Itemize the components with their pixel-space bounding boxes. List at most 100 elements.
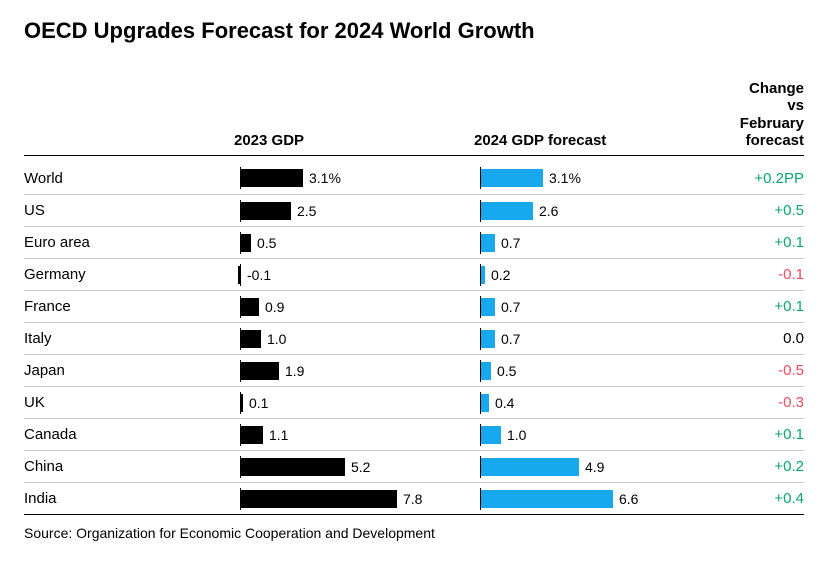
table-row: World 3.1% 3.1% +0.2PP <box>24 162 804 194</box>
bar <box>481 362 491 380</box>
bar <box>241 298 259 316</box>
bar <box>241 426 263 444</box>
header-gdp-2024: 2024 GDP forecast <box>474 132 714 149</box>
bar-value-label: -0.1 <box>247 267 271 283</box>
change-value: +0.1 <box>714 234 804 251</box>
table-row: US2.5 2.6 +0.5 <box>24 194 804 226</box>
bar-cell: 2.6 <box>474 195 714 226</box>
bar-wrap: 0.7 <box>474 298 520 316</box>
bar-value-label: 2.6 <box>539 203 558 219</box>
bar-cell: 0.7 <box>474 227 714 258</box>
change-value: +0.2PP <box>714 170 804 187</box>
chart-source: Source: Organization for Economic Cooper… <box>24 525 804 541</box>
bar-cell: 0.5 <box>474 355 714 386</box>
change-value: +0.5 <box>714 202 804 219</box>
bar-value-label: 6.6 <box>619 491 638 507</box>
bar-wrap: 2.6 <box>474 202 558 220</box>
bar-value-label: 0.7 <box>501 299 520 315</box>
bar-wrap: 3.1% <box>474 169 581 187</box>
bar-wrap: 0.7 <box>474 330 520 348</box>
header-change: Change vs February forecast <box>714 80 804 149</box>
bar <box>241 234 251 252</box>
bar-wrap: 1.9 <box>234 362 304 380</box>
bar <box>481 202 533 220</box>
chart-container: OECD Upgrades Forecast for 2024 World Gr… <box>0 0 828 574</box>
bar-wrap: 3.1% <box>234 169 341 187</box>
bar-cell: -0.1 <box>234 259 474 290</box>
table-row: India7.86.6+0.4 <box>24 482 804 514</box>
bar <box>481 458 579 476</box>
bar-value-label: 1.0 <box>507 427 526 443</box>
change-value: +0.1 <box>714 426 804 443</box>
bar <box>481 169 543 187</box>
bar-cell: 0.9 <box>234 291 474 322</box>
bar-value-label: 0.2 <box>491 267 510 283</box>
country-label: World <box>24 170 234 187</box>
bar-cell: 1.1 <box>234 419 474 450</box>
bar <box>481 234 495 252</box>
bar-cell: 1.0 <box>234 323 474 354</box>
bar-value-label: 1.1 <box>269 427 288 443</box>
bar-cell: 4.9 <box>474 451 714 482</box>
bar-cell: 0.7 <box>474 291 714 322</box>
bar-value-label: 5.2 <box>351 459 370 475</box>
change-value: +0.4 <box>714 490 804 507</box>
table-row: Italy1.0 0.7 0.0 <box>24 322 804 354</box>
table-row: Germany-0.10.2-0.1 <box>24 258 804 290</box>
bar-cell: 0.1 <box>234 387 474 418</box>
bar <box>241 202 291 220</box>
bar-wrap: 1.0 <box>234 330 286 348</box>
bar <box>481 394 489 412</box>
bar-wrap: 0.9 <box>234 298 284 316</box>
bar <box>241 362 279 380</box>
header-gdp-2023: 2023 GDP <box>234 132 474 149</box>
country-label: Euro area <box>24 234 234 251</box>
change-value: +0.1 <box>714 298 804 315</box>
country-label: India <box>24 490 234 507</box>
change-value: -0.5 <box>714 362 804 379</box>
table-body: World 3.1% 3.1% +0.2PP US2.5 2.6 +0.5 Euro area… <box>24 162 804 515</box>
bar-cell: 6.6 <box>474 483 714 514</box>
bar-value-label: 0.7 <box>501 331 520 347</box>
change-value: 0.0 <box>714 330 804 347</box>
bar-cell: 0.4 <box>474 387 714 418</box>
bar-value-label: 0.5 <box>257 235 276 251</box>
bar <box>241 490 397 508</box>
bar-wrap: 0.2 <box>474 266 510 284</box>
header-change-line: forecast <box>714 132 804 149</box>
header-change-line: February <box>714 115 804 132</box>
bar-wrap: 0.5 <box>234 234 276 252</box>
bar <box>481 426 501 444</box>
bar-value-label: 4.9 <box>585 459 604 475</box>
bar-value-label: 1.9 <box>285 363 304 379</box>
bar-value-label: 3.1% <box>549 170 581 186</box>
country-label: Canada <box>24 426 234 443</box>
bar <box>241 330 261 348</box>
table-row: Euro area 0.5 0.7+0.1 <box>24 226 804 258</box>
bar-value-label: 3.1% <box>309 170 341 186</box>
bar-cell: 3.1% <box>234 162 474 194</box>
bar-wrap: 4.9 <box>474 458 604 476</box>
bar-wrap: 0.5 <box>474 362 516 380</box>
bar-cell: 0.7 <box>474 323 714 354</box>
bar-wrap: 6.6 <box>474 490 638 508</box>
change-value: +0.2 <box>714 458 804 475</box>
change-value: -0.3 <box>714 394 804 411</box>
bar-wrap: 1.0 <box>474 426 526 444</box>
bar-wrap: 0.4 <box>474 394 514 412</box>
bar-value-label: 0.9 <box>265 299 284 315</box>
bar-cell: 2.5 <box>234 195 474 226</box>
bar <box>481 490 613 508</box>
country-label: US <box>24 202 234 219</box>
country-label: UK <box>24 394 234 411</box>
table-row: France0.90.7+0.1 <box>24 290 804 322</box>
bar-value-label: 0.5 <box>497 363 516 379</box>
bar <box>481 266 485 284</box>
bar <box>241 458 345 476</box>
bar-wrap: 0.1 <box>234 394 268 412</box>
table-row: Canada 1.1 1.0 +0.1 <box>24 418 804 450</box>
country-label: Italy <box>24 330 234 347</box>
table-row: China5.24.9+0.2 <box>24 450 804 482</box>
bar-wrap: 2.5 <box>234 202 316 220</box>
bar-cell: 5.2 <box>234 451 474 482</box>
